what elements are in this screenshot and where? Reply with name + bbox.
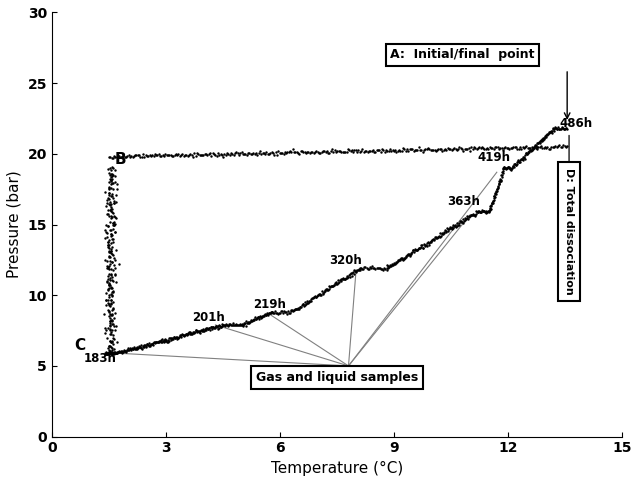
Text: 363h: 363h	[447, 195, 481, 208]
Text: 219h: 219h	[254, 298, 286, 311]
Text: Gas and liquid samples: Gas and liquid samples	[256, 371, 418, 384]
Text: 419h: 419h	[478, 151, 511, 164]
Y-axis label: Pressure (bar): Pressure (bar)	[7, 170, 22, 278]
Text: B: B	[114, 152, 127, 167]
Text: 486h: 486h	[560, 117, 593, 130]
Text: A:  Initial/final  point: A: Initial/final point	[390, 48, 535, 61]
X-axis label: Temperature (°C): Temperature (°C)	[271, 461, 403, 476]
Text: 320h: 320h	[330, 254, 362, 267]
Text: C: C	[75, 339, 86, 354]
Text: 183h: 183h	[84, 352, 117, 365]
Text: 201h: 201h	[192, 311, 226, 324]
Text: D: Total dissociation: D: Total dissociation	[564, 168, 574, 295]
